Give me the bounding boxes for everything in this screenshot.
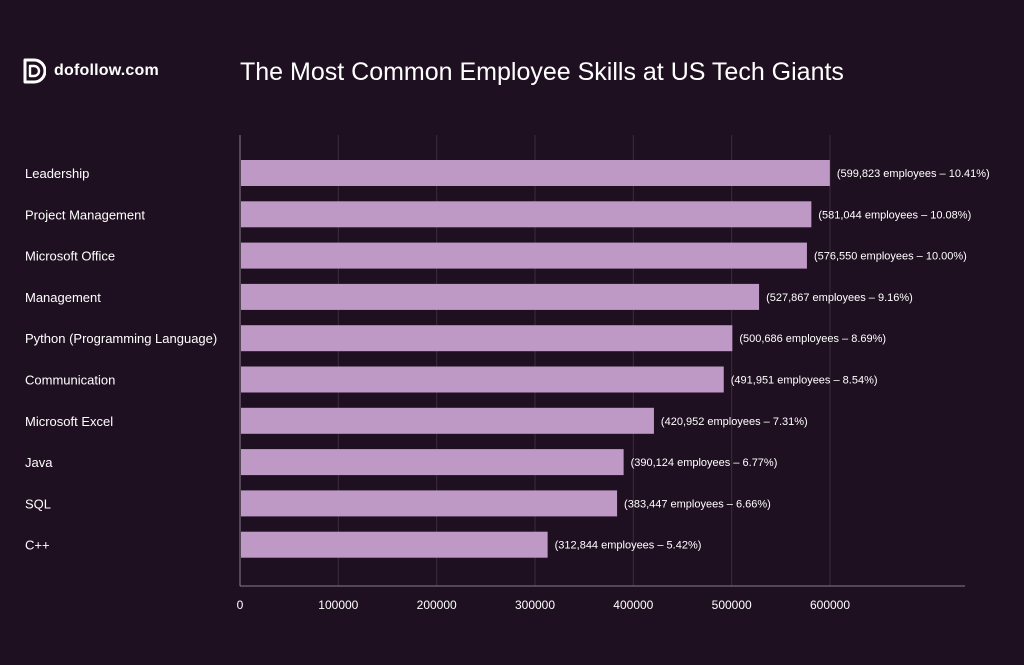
brand: dofollow.com <box>22 58 159 84</box>
data-label: (576,550 employees – 10.00%) <box>814 251 967 263</box>
data-label: (491,951 employees – 8.54%) <box>731 375 878 387</box>
category-label: Leadership <box>25 166 89 181</box>
bar <box>241 490 618 517</box>
category-label: Python (Programming Language) <box>25 331 217 346</box>
data-label: (390,124 employees – 6.77%) <box>631 457 778 469</box>
bar <box>241 160 830 186</box>
bar <box>241 325 733 352</box>
x-tick-label: 200000 <box>417 598 457 612</box>
category-label: SQL <box>25 496 51 511</box>
brand-name: dofollow.com <box>54 62 159 79</box>
bar <box>241 201 812 228</box>
bar <box>241 407 654 434</box>
bar <box>241 283 760 310</box>
data-label: (581,044 employees – 10.08%) <box>818 209 971 221</box>
category-label: Project Management <box>25 207 145 222</box>
category-label: Management <box>25 290 101 305</box>
data-label: (527,867 employees – 9.16%) <box>766 292 913 304</box>
dofollow-logo-icon <box>23 58 46 84</box>
bar <box>241 366 724 393</box>
x-tick-label: 400000 <box>613 598 653 612</box>
data-label: (500,686 employees – 8.69%) <box>739 333 886 345</box>
category-label: Java <box>25 455 53 470</box>
x-tick-label: 500000 <box>712 598 752 612</box>
x-tick-label: 0 <box>237 598 244 612</box>
x-tick-label: 300000 <box>515 598 555 612</box>
category-label: Communication <box>25 373 115 388</box>
bar <box>241 531 548 558</box>
category-label: Microsoft Excel <box>25 414 113 429</box>
x-tick-label: 600000 <box>810 598 850 612</box>
data-label: (420,952 employees – 7.31%) <box>661 416 808 428</box>
x-tick-label: 100000 <box>318 598 358 612</box>
chart-title: The Most Common Employee Skills at US Te… <box>240 58 844 86</box>
data-label: (312,844 employees – 5.42%) <box>555 540 702 552</box>
category-label: C++ <box>25 538 50 553</box>
bar <box>241 449 624 476</box>
data-label: (383,447 employees – 6.66%) <box>624 498 771 510</box>
bar <box>241 242 807 269</box>
category-label: Microsoft Office <box>25 249 115 264</box>
data-label: (599,823 employees – 10.41%) <box>837 168 990 180</box>
